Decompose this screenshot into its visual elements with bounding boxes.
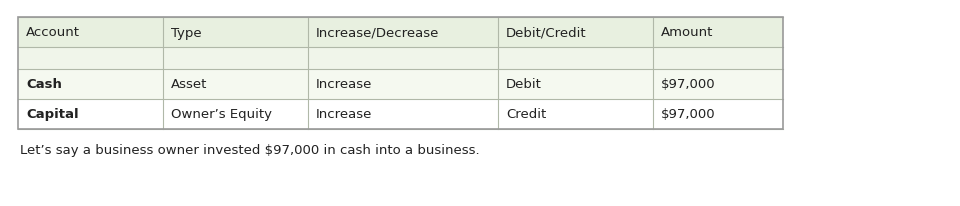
Text: Type: Type xyxy=(171,26,202,39)
Text: Amount: Amount xyxy=(661,26,713,39)
Text: Increase: Increase xyxy=(316,78,372,91)
Text: Capital: Capital xyxy=(26,108,79,121)
Text: Increase/Decrease: Increase/Decrease xyxy=(316,26,440,39)
Text: Credit: Credit xyxy=(506,108,546,121)
Bar xyxy=(18,99,783,129)
Bar xyxy=(18,18,783,129)
Text: Cash: Cash xyxy=(26,78,61,91)
Bar xyxy=(18,18,783,48)
Text: $97,000: $97,000 xyxy=(661,108,715,121)
Text: Debit: Debit xyxy=(506,78,541,91)
Text: Owner’s Equity: Owner’s Equity xyxy=(171,108,272,121)
Text: Debit/Credit: Debit/Credit xyxy=(506,26,587,39)
Text: Let’s say a business owner invested $97,000 in cash into a business.: Let’s say a business owner invested $97,… xyxy=(20,143,480,156)
Text: Asset: Asset xyxy=(171,78,207,91)
Bar xyxy=(18,48,783,70)
Text: Increase: Increase xyxy=(316,108,372,121)
Text: Account: Account xyxy=(26,26,80,39)
Text: $97,000: $97,000 xyxy=(661,78,715,91)
Bar xyxy=(18,70,783,99)
